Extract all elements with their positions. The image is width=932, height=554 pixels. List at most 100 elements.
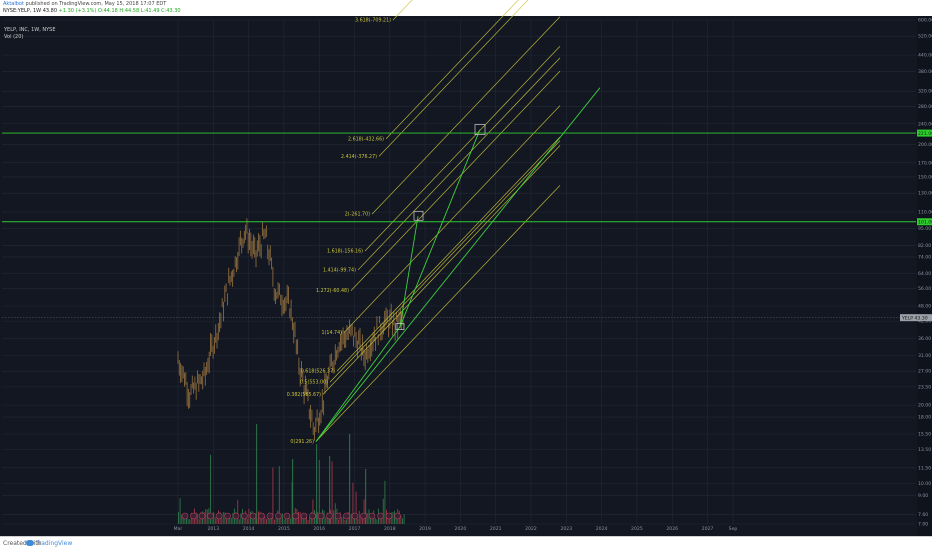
volume-bar [226,514,227,524]
earnings-marker [360,512,367,520]
volume-bar [189,519,191,524]
volume-bar [237,499,239,524]
volume-bar [182,515,184,524]
trend-line [315,87,601,442]
volume-bar [292,459,294,524]
volume-bar [344,519,346,524]
author-link[interactable]: Aktalbot [3,1,24,7]
earnings-marker [300,512,308,520]
x-tick-label: 2023 [560,526,572,532]
fib-level-label: 1(14.74) [321,330,342,336]
y-tick-label: 64.00 [918,271,931,277]
volume-bar [288,515,290,524]
volume-bar [318,460,320,524]
volume-bar [211,519,213,524]
earnings-marker [232,512,240,520]
volume-bar [309,517,311,524]
volume-bar [205,509,207,524]
volume-bar [325,517,327,524]
target-box [413,210,424,221]
earnings-marker [207,512,214,520]
volume-bar [290,518,291,524]
x-tick-label: 2024 [596,526,608,532]
volume-bar [214,517,216,524]
volume-bar [282,513,283,524]
tradingview-logo-icon[interactable] [26,540,34,546]
volume-bar [382,498,384,524]
earnings-marker [215,512,223,520]
quote-open: 43.80 [42,8,58,14]
volume-bar [312,499,314,524]
volume-bar [384,480,386,524]
volume-bar [400,515,402,524]
earnings-marker [224,512,231,520]
x-tick-label: 2013 [207,526,219,532]
y-tick-label: 13.50 [918,447,931,453]
volume-bar [304,515,306,524]
y-tick-label: 130.00 [918,191,932,197]
tradingview-brand[interactable]: TradingView [36,540,73,547]
volume-bar [346,519,347,524]
y-tick-label: 200.00 [918,142,932,148]
symbol-legend[interactable]: YELP, INC, 1W, NYSE [4,27,56,33]
target-box [395,323,405,330]
x-tick-label: 2026 [666,526,678,532]
volume-bar [280,516,282,524]
fib-level-label: 0.382(585.67) [287,392,321,398]
volume-bar [264,516,266,524]
fib-line [385,0,519,140]
volume-bar [350,513,352,524]
y-tick-label: 170.00 [918,160,932,166]
volume-bar [216,518,218,524]
earnings-marker [334,512,342,520]
volume-bar [230,517,232,524]
volume-bar [381,516,383,524]
earnings-marker [317,512,325,520]
volume-bar [299,511,301,524]
x-tick-label: 2015 [278,526,290,532]
volume-bar [349,434,351,524]
y-tick-label: 74.00 [918,254,931,260]
volume-bar [298,511,299,524]
volume-bar [307,519,309,524]
volume-bar [365,469,367,524]
volume-bar [328,515,330,524]
volume-bar [395,515,397,524]
volume-bar [317,511,319,524]
volume-bar [387,518,389,524]
x-tick-label: Sep [729,526,738,532]
earnings-marker [292,512,299,520]
volume-bar [360,515,362,524]
earnings-marker [309,512,316,520]
y-tick-label: 9.00 [918,493,928,499]
quote-change: +1.30 (+3.1%) [58,8,97,14]
volume-bar [333,510,335,524]
earnings-marker [283,512,291,520]
y-tick-label: 36.00 [918,336,931,342]
y-tick-label: 520.00 [918,34,932,40]
y-tick-label: 7.60 [918,512,928,518]
y-tick-label: 48.00 [918,303,931,309]
volume-bar [363,499,365,524]
fib-level-label: 2.414(-376.27) [341,154,377,160]
volume-bar [272,467,274,524]
footer-bar: Created with TradingView [0,536,932,551]
target-box [474,124,486,135]
volume-bar [178,511,179,524]
x-tick-label: 2027 [702,526,714,532]
volume-bar [210,454,211,524]
volume-bar [213,512,215,524]
fib-line [336,136,561,372]
volume-bar [267,515,269,524]
volume-bar [376,519,378,524]
volume-bar [254,513,256,524]
volume-bar [274,519,275,524]
volume-bar [338,519,339,524]
earnings-marker [241,512,248,520]
quote-symbol: NYSE:YELP, 1W [3,8,42,14]
y-tick-label: 42.00 [918,319,931,325]
volume-legend[interactable]: Vol (20) [4,34,24,40]
x-tick-label: 2017 [349,526,361,532]
